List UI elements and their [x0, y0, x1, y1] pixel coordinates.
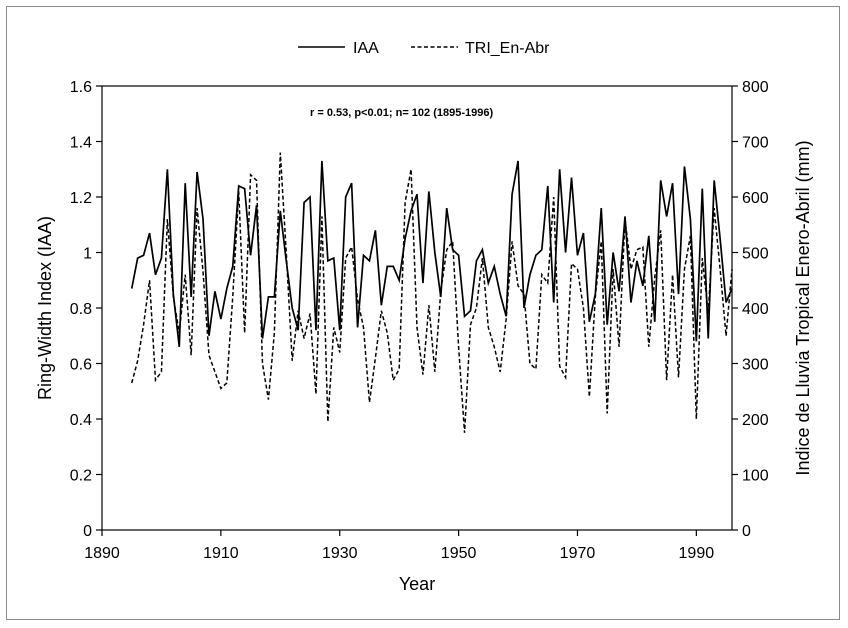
legend-tri-label: TRI_En-Abr [465, 40, 550, 57]
y2-tick-label: 800 [742, 79, 769, 96]
y2-tick-label: 100 [742, 468, 769, 485]
y-tick-label: 0 [83, 523, 92, 540]
x-tick-label: 1890 [84, 545, 120, 562]
y2-tick-label: 300 [742, 357, 769, 374]
y-axis-left: 0 0.2 0.4 0.6 0.8 1 1.2 1.4 1.6 [70, 79, 102, 540]
y-axis-title: Ring-Width Index (IAA) [35, 216, 55, 400]
y-tick-label: 0.4 [70, 412, 92, 429]
y-tick-label: 1 [83, 246, 92, 263]
y2-tick-label: 200 [742, 412, 769, 429]
series-group [130, 152, 733, 433]
x-tick-label: 1950 [441, 545, 477, 562]
correlation-annotation: r = 0.53, p<0.01; n= 102 (1895-1996) [310, 107, 493, 119]
y-tick-label: 1.4 [70, 135, 92, 152]
series-line-tri [130, 152, 733, 433]
y-tick-label: 1.2 [70, 190, 92, 207]
chart-frame: IAA TRI_En-Abr r = 0.53, p<0.01; n= 102 … [6, 6, 840, 620]
y-tick-label: 0.6 [70, 357, 92, 374]
y2-axis-title: Indice de Lluvia Tropical Enero-Abril (m… [793, 140, 813, 475]
y2-tick-label: 700 [742, 135, 769, 152]
legend-iaa-label: IAA [353, 40, 379, 57]
x-tick-label: 1910 [203, 545, 239, 562]
y-tick-label: 1.6 [70, 79, 92, 96]
y2-tick-label: 600 [742, 190, 769, 207]
x-tick-label: 1930 [322, 545, 358, 562]
chart-svg: IAA TRI_En-Abr r = 0.53, p<0.01; n= 102 … [35, 40, 813, 594]
x-tick-label: 1970 [560, 545, 596, 562]
y-axis-right: 0 100 200 300 400 500 600 700 800 [732, 79, 769, 540]
y2-tick-label: 400 [742, 301, 769, 318]
y-tick-label: 0.8 [70, 301, 92, 318]
x-axis: 1890 1910 1930 1950 1970 1990 [84, 530, 714, 562]
y-tick-label: 0.2 [70, 468, 92, 485]
series-line-iaa [130, 160, 733, 347]
x-tick-label: 1990 [679, 545, 715, 562]
legend: IAA TRI_En-Abr [298, 40, 550, 57]
x-axis-title: Year [399, 574, 435, 594]
y2-tick-label: 0 [742, 523, 751, 540]
y2-tick-label: 500 [742, 246, 769, 263]
